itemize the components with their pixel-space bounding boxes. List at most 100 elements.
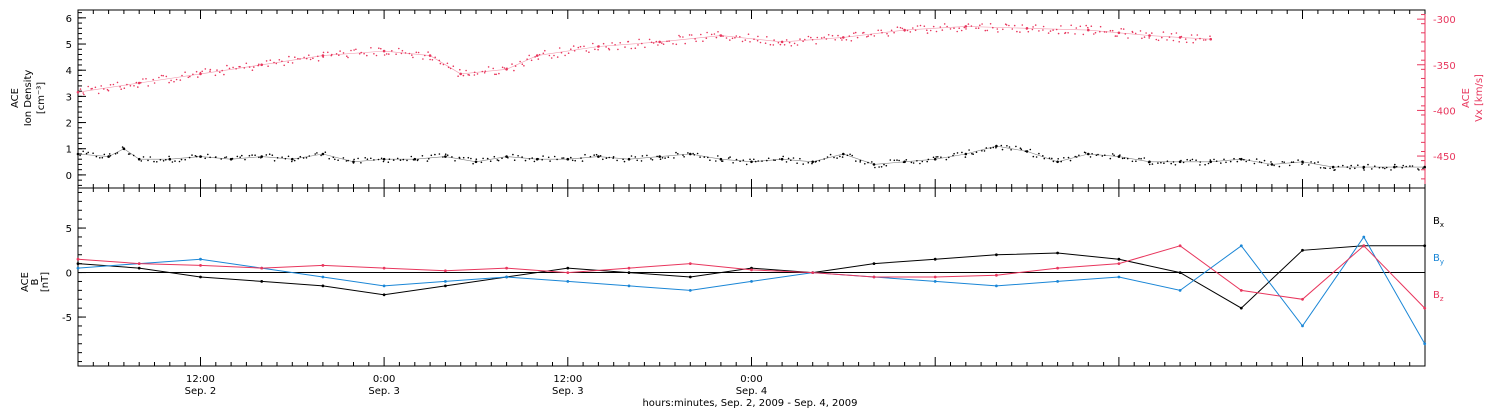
density-series-0-sample (1378, 166, 1381, 169)
density-series-0-sample (556, 158, 558, 161)
density-series-1-sample (602, 42, 605, 45)
density-series-0-sample (696, 152, 699, 155)
density-series-0-sample (380, 157, 383, 160)
density-series-1-sample (881, 31, 883, 34)
density-series-0-sample (623, 160, 626, 163)
density-series-1-sample (197, 76, 199, 78)
density-series-1-sample (1042, 25, 1045, 28)
density-series-0-sample (732, 162, 734, 164)
density-series-1-sample (841, 39, 843, 41)
density-series-1-sample (655, 40, 658, 43)
density-series-0-trace (77, 145, 1425, 168)
density-series-0-sample (1091, 153, 1093, 155)
bx-point (199, 275, 202, 279)
density-series-1-point (137, 81, 141, 85)
density-series-1-sample (638, 38, 640, 41)
density-series-1-sample (650, 41, 653, 44)
density-series-0-sample (1308, 164, 1310, 166)
density-series-0-sample (682, 154, 684, 156)
density-series-1-sample (619, 42, 621, 44)
density-series-1-sample (1134, 32, 1137, 35)
density-series-0-sample (140, 160, 143, 162)
bz-point (1056, 266, 1059, 270)
density-series-1-sample (530, 59, 533, 62)
density-series-1-sample (189, 75, 191, 78)
density-series-0-sample (570, 156, 572, 159)
density-series-1-sample (926, 32, 929, 34)
density-series-0-sample (1008, 146, 1011, 148)
density-series-0-sample (699, 156, 701, 158)
density-series-1-sample (906, 29, 909, 32)
density-series-0-sample (1411, 165, 1414, 167)
density-series-1-sample (1002, 28, 1004, 31)
density-series-0-point (168, 157, 172, 161)
density-series-0-sample (180, 158, 183, 161)
density-series-0-sample (646, 154, 648, 157)
density-series-0-sample (1346, 166, 1349, 168)
density-series-1-sample (181, 74, 183, 77)
density-series-1-sample (305, 57, 308, 60)
density-series-1-sample (577, 46, 580, 49)
density-series-0-sample (442, 156, 444, 158)
density-series-1-sample (807, 35, 810, 38)
density-series-0-sample (248, 154, 251, 157)
density-series-1-sample (572, 45, 575, 47)
density-series-1-sample (896, 26, 899, 29)
density-series-1-sample (112, 83, 115, 86)
density-series-1-sample (462, 74, 465, 77)
density-series-1-sample (825, 38, 828, 40)
density-series-0-sample (921, 160, 924, 163)
density-series-0-sample (898, 159, 900, 162)
density-series-0-point (842, 152, 845, 156)
density-series-0-sample (426, 160, 429, 162)
density-series-0-sample (1051, 157, 1053, 160)
density-series-0-sample (1225, 161, 1227, 164)
density-series-1-point (1148, 34, 1151, 37)
field-component-legend: Bx By Bz (1433, 216, 1444, 303)
density-series-0-sample (1384, 167, 1386, 170)
by-point (1178, 289, 1182, 292)
density-series-0-sample (95, 155, 98, 158)
bz-point (199, 264, 202, 267)
density-series-1-sample (239, 65, 241, 68)
density-series-0-sample (444, 153, 447, 155)
density-series-0-point (1117, 155, 1121, 158)
density-series-0-sample (855, 160, 857, 162)
density-series-0-sample (985, 147, 988, 149)
density-series-0-sample (778, 158, 781, 160)
density-series-0-sample (1043, 157, 1046, 160)
density-series-1-sample (611, 42, 613, 44)
density-series-1-sample (350, 49, 352, 52)
density-series-1-sample (725, 37, 728, 39)
density-series-0-sample (1069, 159, 1072, 162)
density-series-0-sample (281, 156, 283, 158)
density-series-1-sample (688, 34, 691, 36)
density-series-1-sample (514, 65, 517, 67)
density-series-0-sample (373, 159, 375, 161)
density-ytick-label: 1 (66, 145, 72, 156)
density-series-1-sample (899, 26, 902, 29)
density-series-0-sample (1401, 166, 1403, 169)
density-series-0-sample (132, 154, 135, 157)
density-series-0-sample (673, 157, 675, 159)
density-series-0-sample (883, 163, 885, 166)
density-series-0-point (107, 155, 110, 158)
density-series-0-sample (1109, 157, 1112, 160)
density-series-0-point (1209, 160, 1212, 164)
density-series-0-sample (628, 158, 631, 161)
density-series-1-sample (901, 27, 904, 30)
density-series-0-sample (191, 154, 193, 156)
density-series-1-sample (981, 23, 983, 25)
density-series-1-sample (1166, 39, 1168, 41)
bz-point (444, 269, 447, 273)
density-series-1-point (658, 40, 661, 44)
density-series-1-sample (459, 68, 461, 71)
density-series-1-sample (216, 69, 218, 71)
density-series-1-sample (327, 51, 329, 54)
density-series-1-sample (297, 57, 299, 60)
density-series-1-point (842, 36, 845, 39)
density-series-1-sample (1057, 32, 1060, 35)
bz-point (1362, 244, 1366, 248)
density-series-1-sample (434, 56, 437, 59)
